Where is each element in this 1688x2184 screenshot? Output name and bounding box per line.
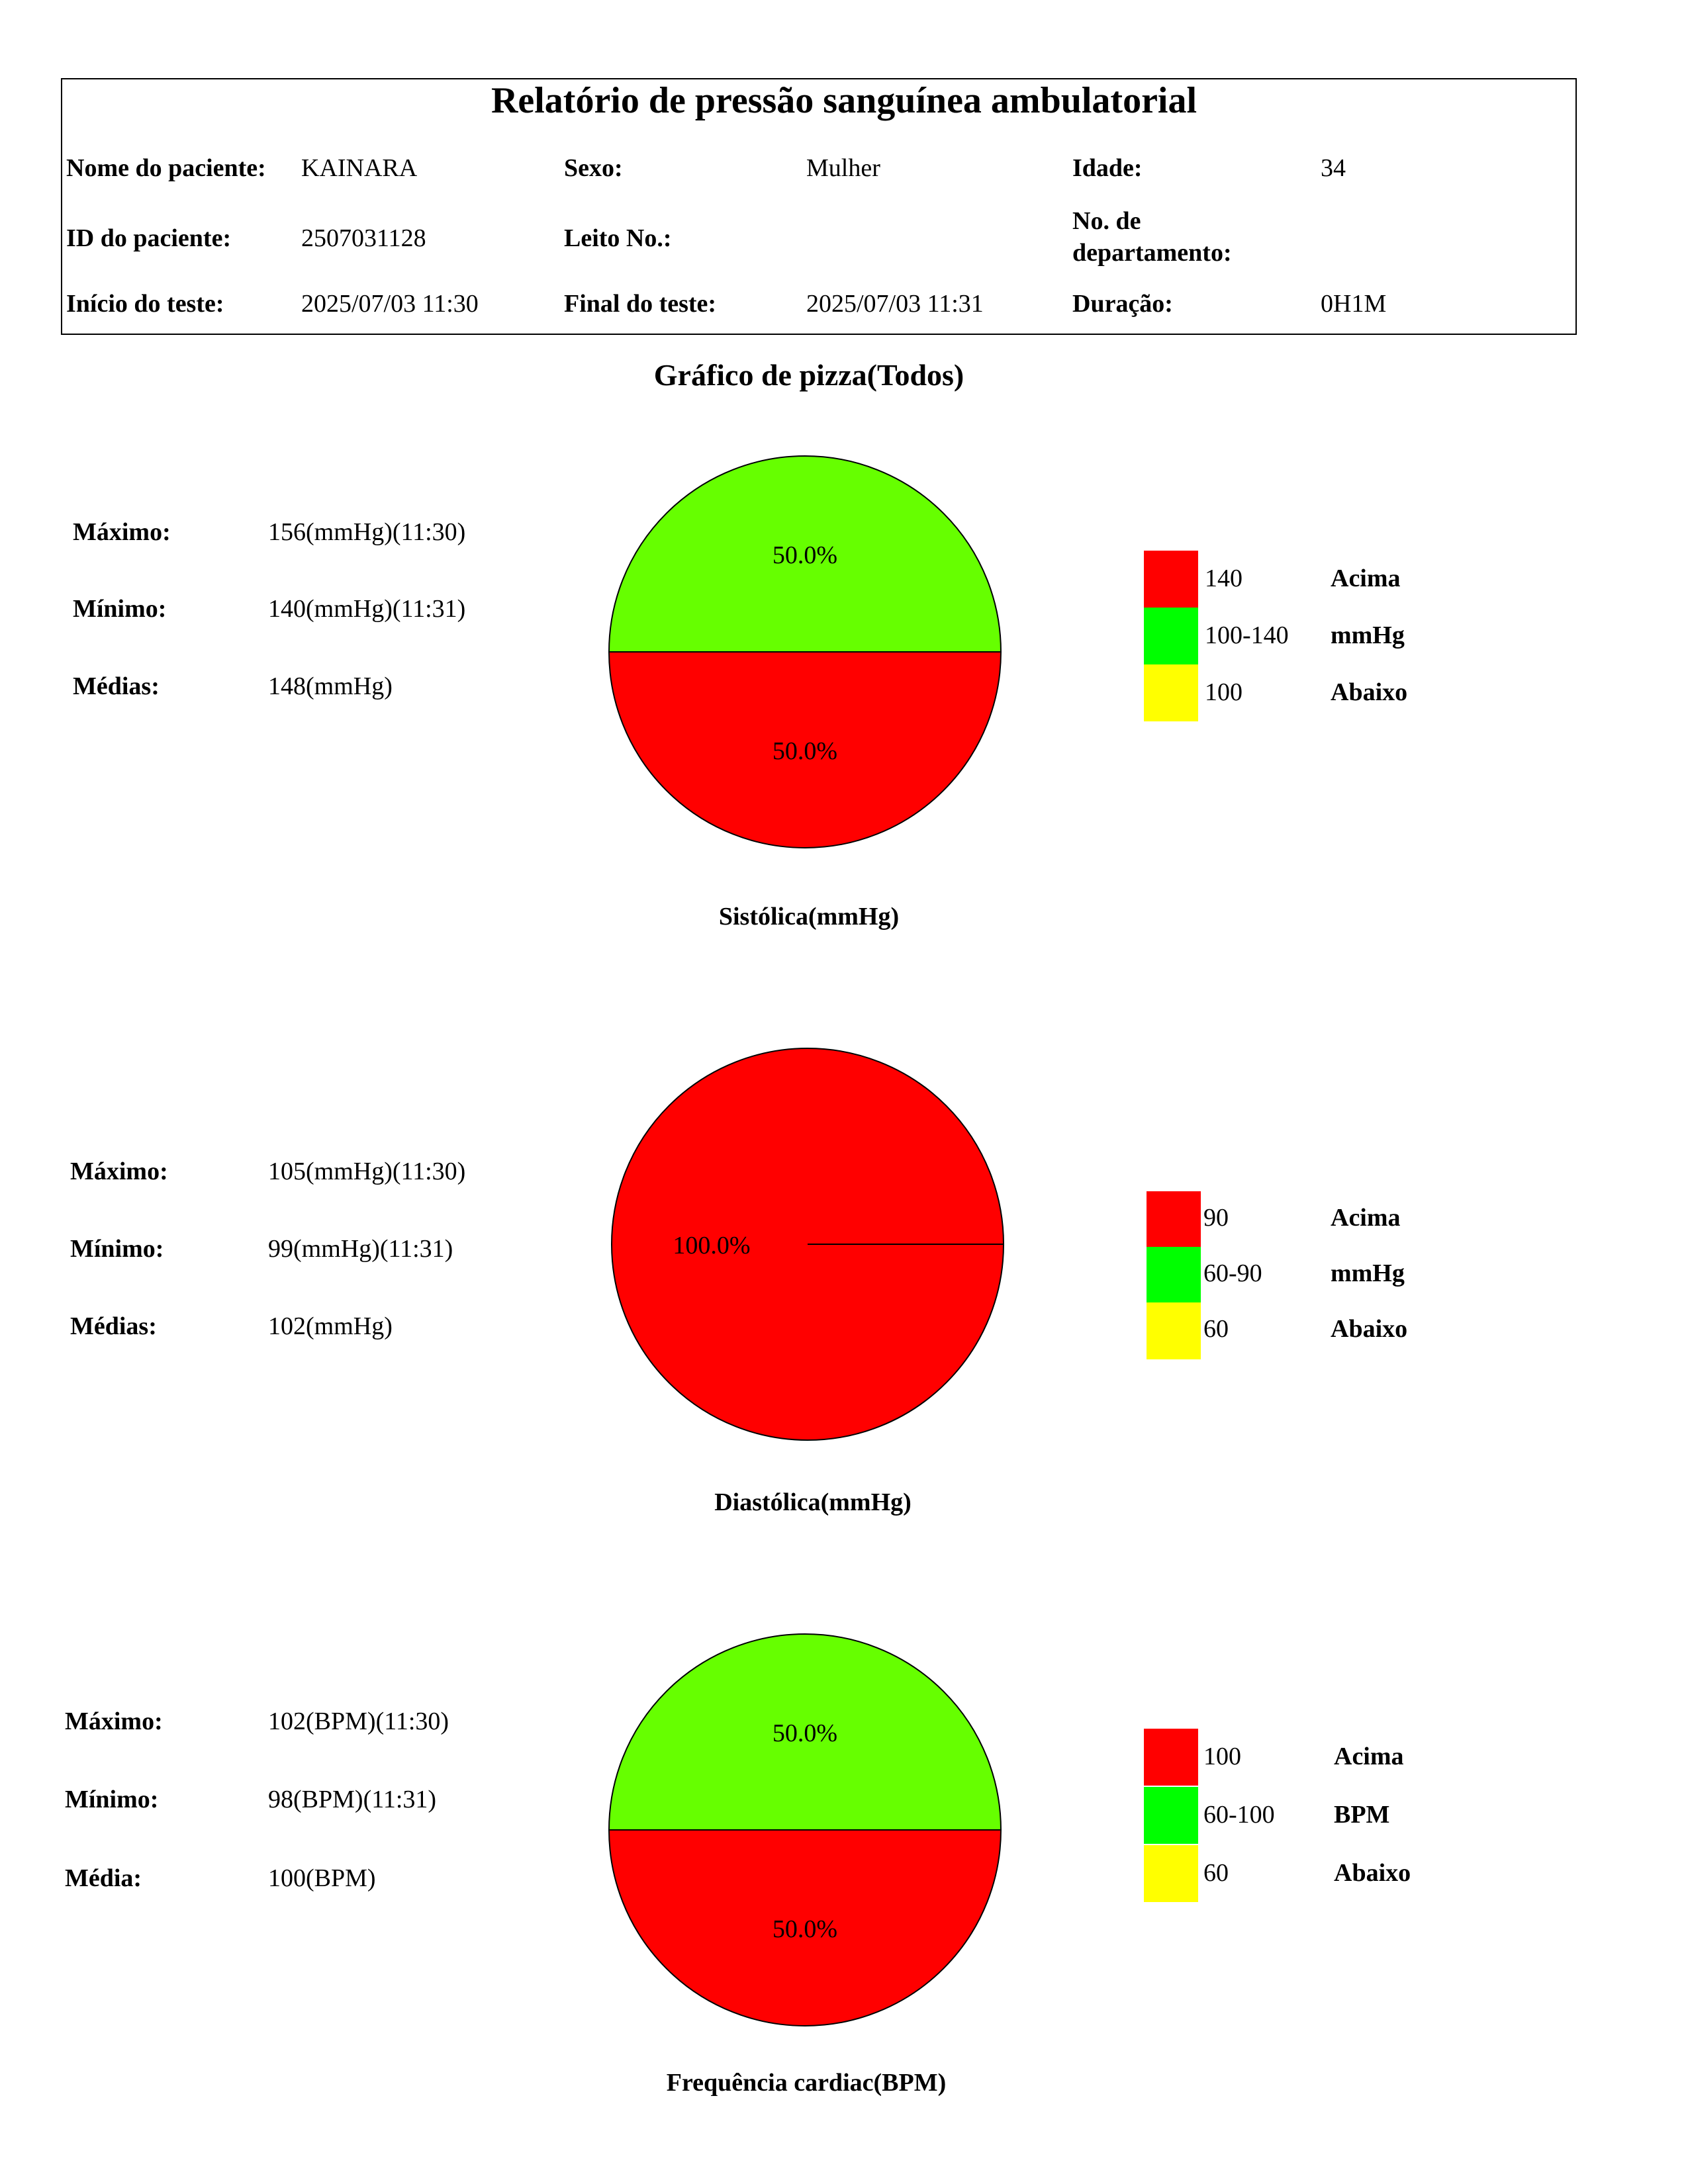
diastolic-chart-title: Diastólica(mmHg) (714, 1488, 912, 1516)
diastolic-avg-value: 102(mmHg) (268, 1312, 393, 1340)
diastolic-legend-normal-range: 60-90 (1203, 1259, 1262, 1287)
systolic-legend-below-range: 100 (1205, 678, 1243, 706)
systolic-legend-above-text: Acima (1331, 565, 1401, 592)
diastolic-pie-chart: 100.0% (611, 1048, 1004, 1441)
dept-label-line2: departamento: (1072, 239, 1232, 267)
start-label: Início do teste: (66, 290, 224, 318)
age-value: 34 (1321, 154, 1346, 182)
diastolic-min-value: 99(mmHg)(11:31) (268, 1235, 453, 1263)
diastolic-legend-above-text: Acima (1331, 1204, 1401, 1232)
diastolic-legend-normal-text: mmHg (1331, 1259, 1405, 1287)
end-label: Final do teste: (564, 290, 717, 318)
systolic-legend-above-swatch (1144, 551, 1198, 608)
diastolic-legend-below-swatch (1147, 1302, 1201, 1359)
systolic-legend-normal-range: 100-140 (1205, 621, 1289, 649)
report-title: Relatório de pressão sanguínea ambulator… (491, 80, 1197, 121)
systolic-legend-normal-swatch (1144, 608, 1198, 664)
systolic-legend-normal-text: mmHg (1331, 621, 1405, 649)
heart-rate-legend-normal-range: 60-100 (1203, 1801, 1275, 1829)
heart-rate-slice-label-above: 50.0% (773, 1915, 837, 1943)
systolic-legend-above-range: 140 (1205, 565, 1243, 592)
sex-value: Mulher (806, 154, 880, 182)
end-value: 2025/07/03 11:31 (806, 290, 984, 318)
sex-label: Sexo: (564, 154, 623, 182)
heart-rate-legend-below-text: Abaixo (1334, 1859, 1411, 1887)
age-label: Idade: (1072, 154, 1143, 182)
systolic-avg-label: Médias: (73, 672, 160, 700)
heart-rate-avg-label: Média: (65, 1864, 142, 1892)
systolic-slice-label-above: 50.0% (773, 737, 837, 765)
diastolic-legend-normal-swatch (1147, 1247, 1201, 1304)
systolic-legend-below-text: Abaixo (1331, 678, 1408, 706)
diastolic-avg-label: Médias: (70, 1312, 157, 1340)
systolic-chart-title: Sistólica(mmHg) (718, 903, 900, 931)
diastolic-legend-below-text: Abaixo (1331, 1315, 1408, 1343)
patient-id-value: 2507031128 (301, 224, 426, 252)
diastolic-legend-above-range: 90 (1203, 1204, 1229, 1232)
heart-rate-avg-value: 100(BPM) (268, 1864, 376, 1892)
pie-section-title: Gráfico de pizza(Todos) (653, 358, 964, 392)
systolic-slice-normal (608, 455, 1002, 653)
systolic-legend-below-swatch (1144, 664, 1198, 721)
heart-rate-legend-above-range: 100 (1203, 1743, 1241, 1770)
heart-rate-legend-above-text: Acima (1334, 1743, 1404, 1770)
heart-rate-slice-normal (608, 1633, 1002, 1831)
systolic-slice-above (608, 651, 1002, 848)
heart-rate-min-value: 98(BPM)(11:31) (268, 1786, 437, 1813)
patient-name-label: Nome do paciente: (66, 154, 266, 182)
diastolic-legend-below-range: 60 (1203, 1315, 1229, 1343)
diastolic-slice-label-above: 100.0% (673, 1232, 750, 1259)
heart-rate-max-value: 102(BPM)(11:30) (268, 1707, 449, 1735)
bed-label: Leito No.: (564, 224, 672, 252)
heart-rate-legend-above-swatch (1144, 1729, 1198, 1786)
systolic-max-value: 156(mmHg)(11:30) (268, 518, 466, 546)
heart-rate-min-label: Mínimo: (65, 1786, 159, 1813)
diastolic-min-label: Mínimo: (70, 1235, 164, 1263)
heart-rate-slice-label-normal: 50.0% (773, 1719, 837, 1747)
systolic-min-label: Mínimo: (73, 595, 167, 623)
heart-rate-slice-above (608, 1829, 1002, 2026)
systolic-slice-label-normal: 50.0% (773, 541, 837, 569)
heart-rate-legend-normal-text: BPM (1334, 1801, 1390, 1829)
heart-rate-pie-chart: 50.0% 50.0% (608, 1633, 1002, 2026)
diastolic-legend-above-swatch (1147, 1191, 1201, 1248)
patient-name-value: KAINARA (301, 154, 418, 182)
duration-value: 0H1M (1321, 290, 1387, 318)
diastolic-max-value: 105(mmHg)(11:30) (268, 1158, 466, 1185)
patient-info-box (61, 78, 1577, 335)
start-value: 2025/07/03 11:30 (301, 290, 479, 318)
heart-rate-max-label: Máximo: (65, 1707, 163, 1735)
heart-rate-chart-title: Frequência cardiac(BPM) (666, 2069, 947, 2097)
heart-rate-legend-below-range: 60 (1203, 1859, 1229, 1887)
duration-label: Duração: (1072, 290, 1173, 318)
heart-rate-legend-normal-swatch (1144, 1787, 1198, 1844)
heart-rate-legend-below-swatch (1144, 1845, 1198, 1902)
systolic-min-value: 140(mmHg)(11:31) (268, 595, 466, 623)
systolic-avg-value: 148(mmHg) (268, 672, 393, 700)
patient-id-label: ID do paciente: (66, 224, 232, 252)
systolic-max-label: Máximo: (73, 518, 171, 546)
dept-label-line1: No. de (1072, 207, 1141, 235)
systolic-pie-chart: 50.0% 50.0% (608, 455, 1002, 848)
diastolic-max-label: Máximo: (70, 1158, 168, 1185)
